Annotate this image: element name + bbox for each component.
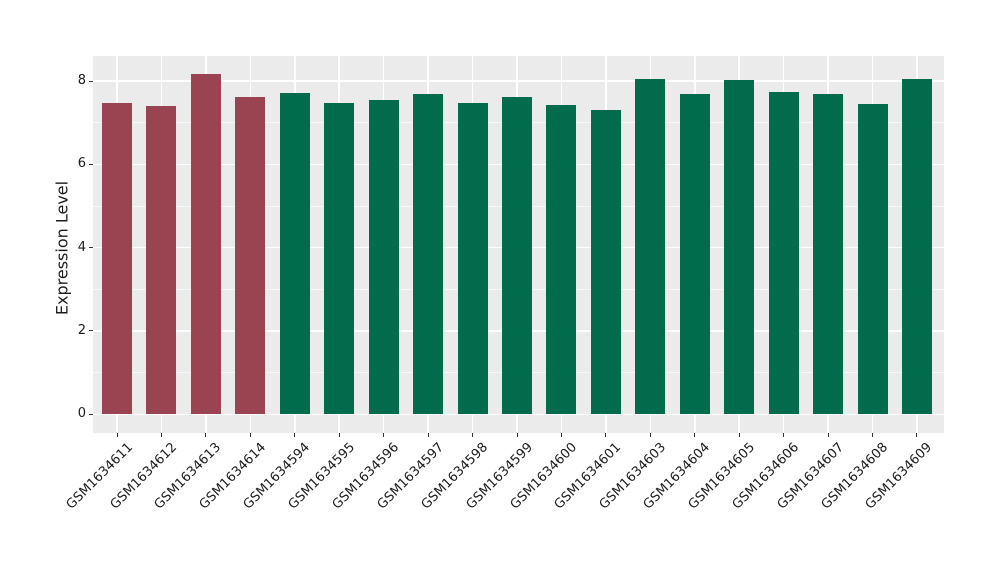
- x-tick-mark: [872, 433, 873, 437]
- bar-GSM1634606: [768, 91, 799, 415]
- x-tick-mark: [605, 433, 607, 437]
- bar-GSM1634609: [901, 78, 932, 415]
- bar-GSM1634595: [324, 102, 355, 415]
- y-tick-mark: [89, 413, 93, 415]
- x-tick-mark: [916, 433, 918, 437]
- bar-GSM1634614: [235, 97, 266, 415]
- y-tick-label: 6: [77, 156, 86, 172]
- bar-GSM1634597: [413, 94, 444, 415]
- y-tick-mark: [89, 80, 93, 82]
- bar-GSM1634603: [635, 78, 666, 415]
- y-gridline-major: [93, 413, 944, 415]
- plot-panel: [93, 56, 944, 433]
- bar-GSM1634605: [724, 79, 755, 415]
- x-tick-mark: [783, 433, 785, 437]
- bar-GSM1634598: [457, 102, 488, 415]
- bar-GSM1634594: [279, 92, 310, 415]
- x-tick-mark: [116, 433, 118, 437]
- y-tick-mark: [89, 163, 93, 165]
- x-tick-mark: [338, 433, 340, 437]
- y-gridline-major: [93, 80, 944, 82]
- y-tick-label: 8: [77, 73, 86, 88]
- x-tick-mark: [472, 433, 473, 437]
- x-tick-mark: [249, 433, 251, 437]
- x-tick-mark: [383, 433, 385, 437]
- x-tick-mark: [738, 433, 740, 437]
- y-tick-label: 2: [77, 322, 86, 338]
- x-tick-mark: [649, 433, 651, 437]
- y-tick-mark: [89, 330, 93, 332]
- x-tick-mark: [427, 433, 429, 437]
- x-tick-mark: [205, 433, 207, 437]
- x-tick-mark: [694, 433, 696, 437]
- x-tick-mark: [827, 433, 829, 437]
- x-tick-mark: [516, 433, 518, 437]
- bar-GSM1634612: [146, 105, 177, 415]
- bar-GSM1634613: [190, 73, 221, 415]
- bar-GSM1634608: [857, 104, 888, 415]
- x-tick-mark: [560, 433, 562, 437]
- bar-GSM1634596: [368, 99, 399, 415]
- bar-GSM1634599: [502, 97, 532, 415]
- y-tick-label: 0: [77, 406, 86, 422]
- bar-GSM1634601: [590, 109, 621, 415]
- x-tick-mark: [294, 433, 296, 437]
- y-tick-mark: [89, 247, 93, 249]
- bar-GSM1634611: [102, 103, 132, 415]
- y-tick-label: 4: [77, 239, 86, 255]
- x-tick-mark: [160, 433, 162, 437]
- bar-GSM1634600: [546, 105, 577, 415]
- bar-GSM1634604: [679, 94, 710, 415]
- bar-GSM1634607: [813, 93, 843, 415]
